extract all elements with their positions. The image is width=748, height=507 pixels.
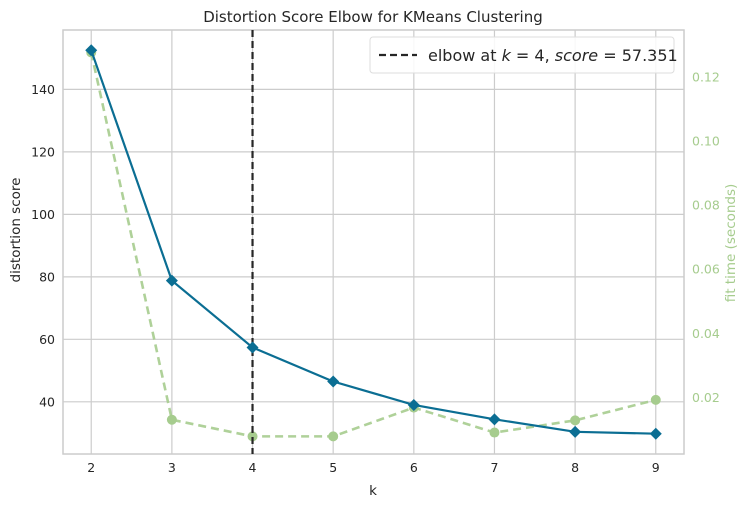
legend-suffix: = 57.351 — [598, 46, 678, 65]
x-tick-label: 8 — [571, 460, 579, 475]
y-tick-label: 80 — [39, 269, 55, 284]
y2-tick-label: 0.10 — [692, 134, 720, 149]
fit-time-point — [489, 427, 500, 438]
distortion-point — [165, 274, 178, 287]
left-axis-ticks: 40 60 80 100 120 140 — [31, 82, 55, 409]
fit-time-point — [570, 415, 581, 426]
y-tick-label: 40 — [39, 394, 55, 409]
x-tick-label: 9 — [652, 460, 660, 475]
legend: elbow at k = 4, score = 57.351 — [369, 36, 678, 74]
series-layer — [85, 30, 662, 454]
y-tick-label: 100 — [31, 207, 55, 222]
distortion-point — [85, 44, 98, 57]
fit-time-point — [328, 431, 339, 442]
distortion-point — [649, 427, 662, 440]
y-tick-label: 120 — [31, 144, 55, 159]
legend-k-symbol: k — [502, 46, 512, 65]
fit-time-line — [89, 52, 657, 438]
y2-tick-label: 0.06 — [692, 262, 720, 277]
x-tick-label: 7 — [490, 460, 498, 475]
chart-title: Distortion Score Elbow for KMeans Cluste… — [203, 8, 543, 26]
right-axis-ticks: 0.02 0.04 0.06 0.08 0.10 0.12 — [692, 70, 720, 405]
y-tick-label: 60 — [39, 332, 55, 347]
legend-elbow-label: elbow at k = 4, score = 57.351 — [428, 46, 678, 65]
y-axis-label: distortion score — [8, 178, 24, 283]
distortion-point — [246, 341, 259, 354]
distortion-point — [327, 375, 340, 388]
y-tick-label: 140 — [31, 82, 55, 97]
distortion-line — [90, 49, 656, 435]
plot-frame — [62, 29, 685, 455]
legend-box — [369, 36, 675, 74]
y2-axis-label: fit time (seconds) — [723, 184, 739, 303]
x-tick-label: 5 — [329, 460, 337, 475]
legend-score-symbol: score — [555, 46, 599, 65]
distortion-point — [488, 413, 501, 426]
distortion-point — [407, 398, 420, 411]
x-tick-label: 2 — [87, 460, 95, 475]
fit-time-point — [247, 431, 258, 442]
y2-tick-label: 0.12 — [692, 70, 720, 85]
x-tick-label: 6 — [410, 460, 418, 475]
legend-prefix: elbow at — [428, 46, 502, 65]
x-axis-ticks: 2 3 4 5 6 7 8 9 — [87, 460, 660, 475]
legend-mid: = 4, — [511, 46, 555, 65]
y2-tick-label: 0.02 — [692, 390, 720, 405]
fit-time-point — [650, 394, 661, 405]
grid-lines — [63, 30, 684, 454]
fit-time-point — [166, 414, 177, 425]
y2-tick-label: 0.04 — [692, 326, 720, 341]
y2-tick-label: 0.08 — [692, 198, 720, 213]
x-tick-label: 4 — [249, 460, 257, 475]
x-tick-label: 3 — [168, 460, 176, 475]
x-axis-label: k — [369, 483, 377, 499]
distortion-point — [569, 425, 582, 438]
